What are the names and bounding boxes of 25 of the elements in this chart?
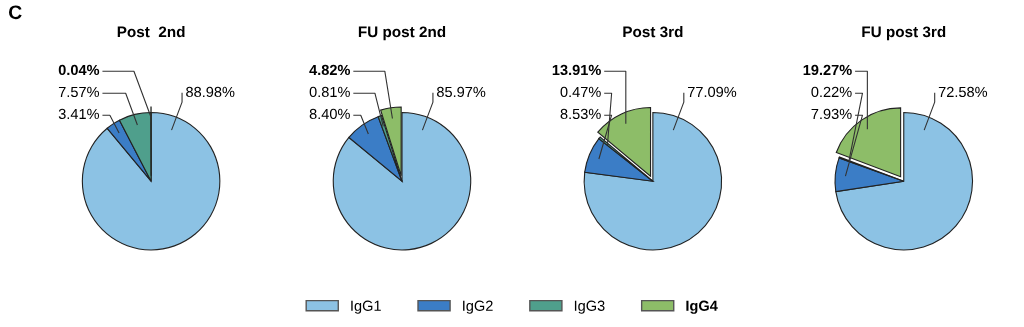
chart-title: FU post 2nd xyxy=(358,26,446,41)
legend-label: IgG1 xyxy=(351,300,381,314)
data-label: 7.93% xyxy=(811,108,852,120)
chart-title: Post 2nd xyxy=(117,26,185,38)
chart-title: Post 3rd xyxy=(623,26,683,38)
data-label: 85.97% xyxy=(437,86,486,98)
data-label: 0.04% xyxy=(58,64,100,76)
legend-label: IgG2 xyxy=(463,300,493,314)
data-label: 8.40% xyxy=(309,108,350,120)
data-label: 8.53% xyxy=(560,108,601,120)
data-label: 0.81% xyxy=(309,86,350,98)
data-label: 19.27% xyxy=(803,64,852,76)
data-label: 13.91% xyxy=(552,64,601,76)
data-label: 72.58% xyxy=(938,86,988,98)
data-label: 4.82% xyxy=(309,64,351,76)
text: C xyxy=(8,5,22,20)
chart-title: FU post 3rd xyxy=(862,26,946,41)
data-label: 3.41% xyxy=(58,108,100,120)
legend-label: IgG3 xyxy=(574,300,605,314)
data-label: 88.98% xyxy=(186,86,235,98)
data-label: 0.47% xyxy=(560,86,601,98)
data-label: 77.09% xyxy=(688,86,737,98)
legend-label: IgG4 xyxy=(686,300,718,314)
data-label: 0.22% xyxy=(811,86,852,98)
data-label: 7.57% xyxy=(58,86,100,98)
